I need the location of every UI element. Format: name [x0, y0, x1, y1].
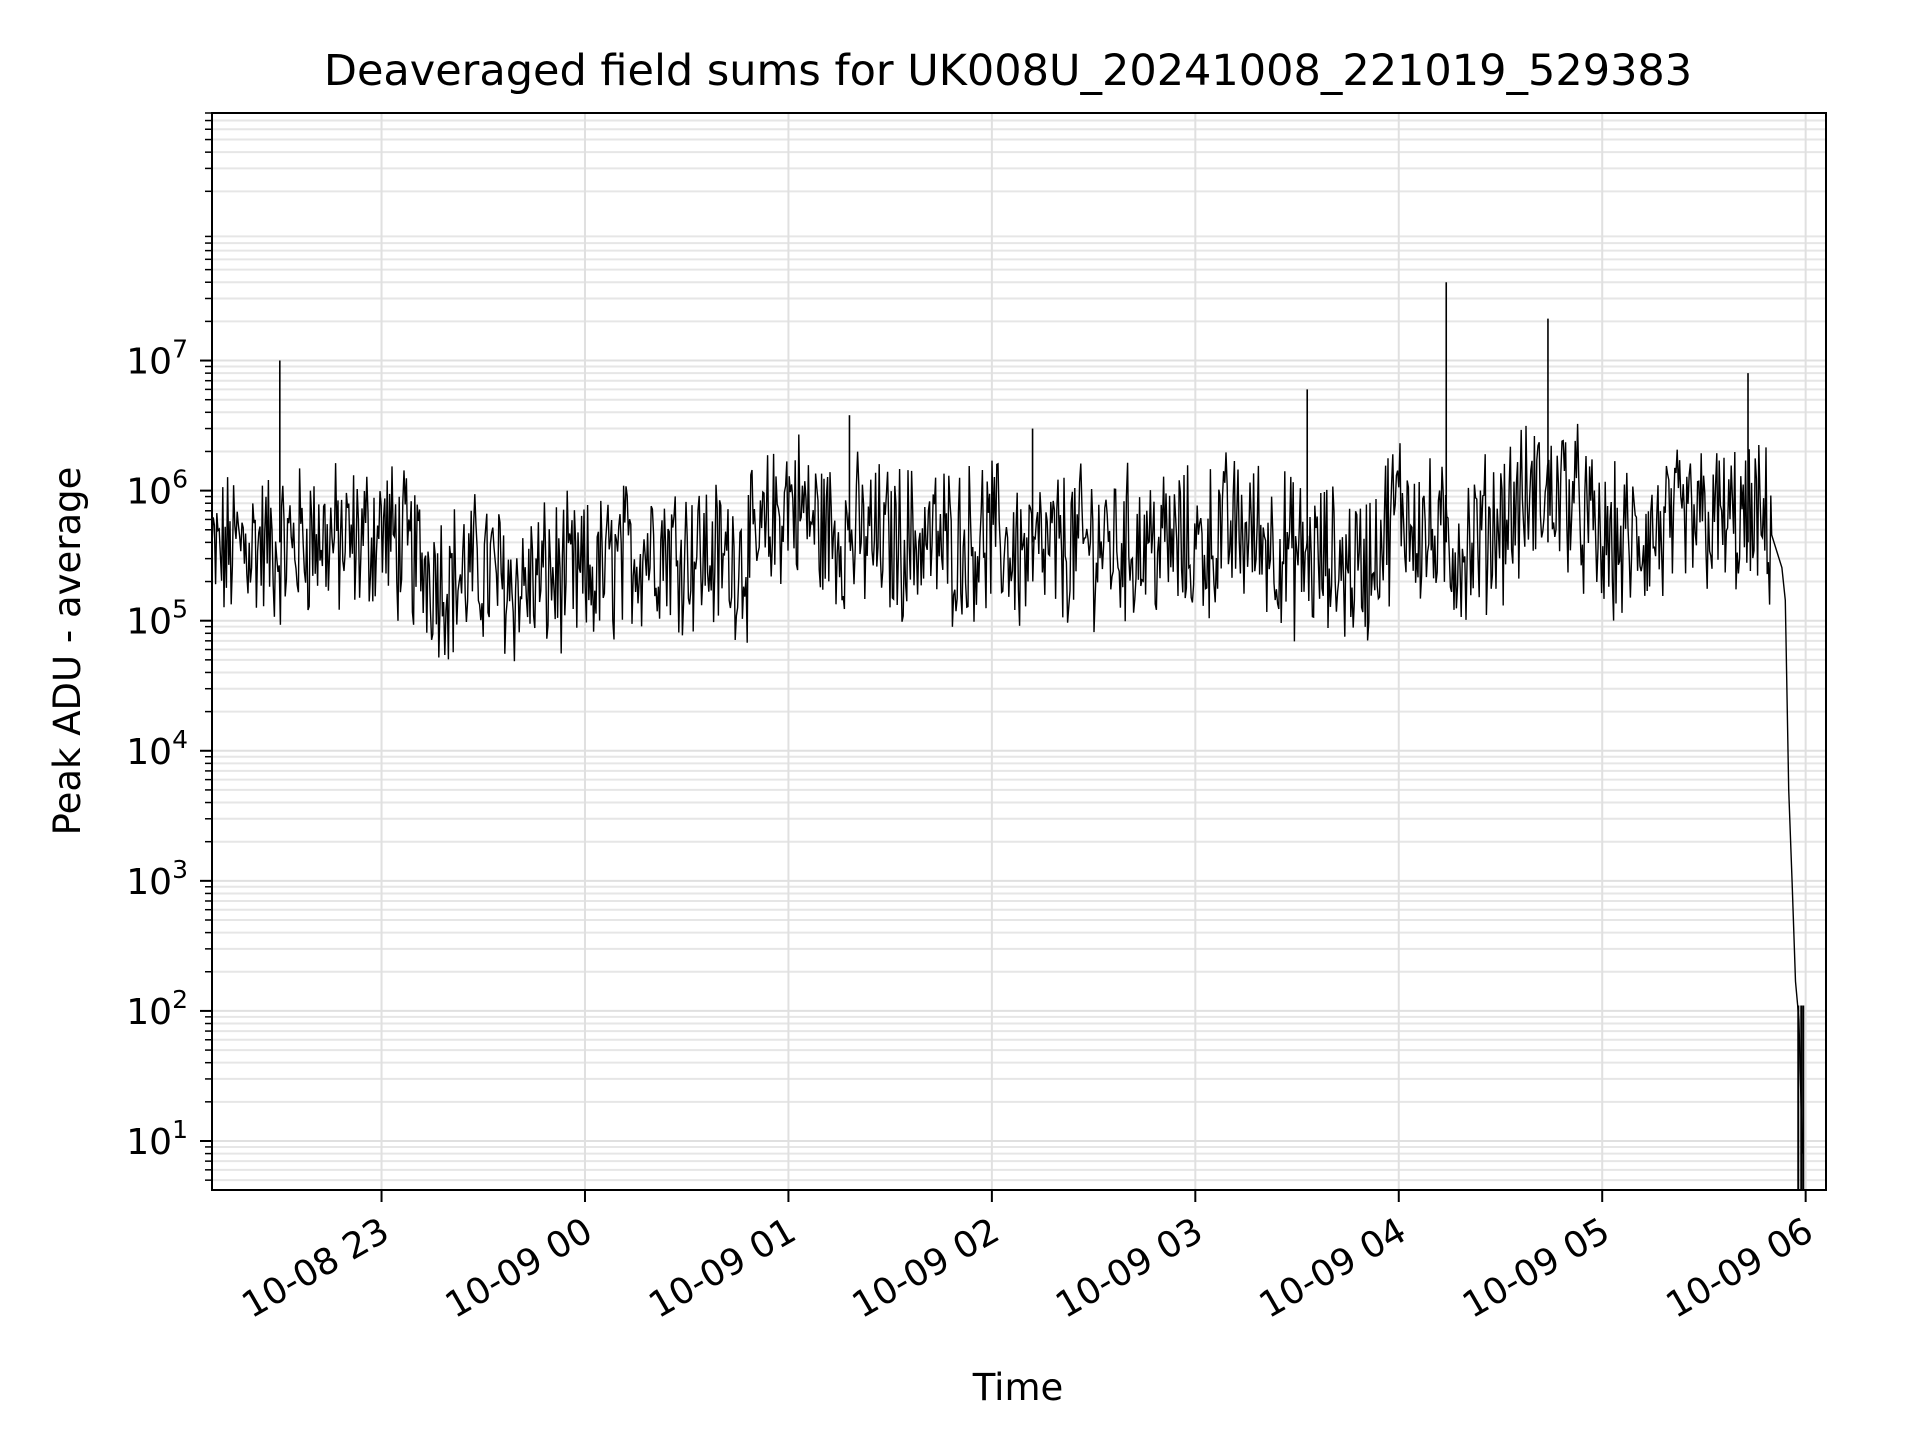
y-tick-label: 103: [126, 855, 188, 903]
y-tick-label: 104: [126, 725, 188, 773]
grid: [212, 112, 1826, 1190]
y-tick-label: 102: [126, 985, 188, 1033]
y-axis-ticks: 101 102 103 104 105 106 107: [126, 112, 212, 1181]
chart-title: Deaveraged field sums for UK008U_2024100…: [324, 46, 1692, 96]
y-tick-label: 106: [126, 465, 188, 513]
series-line: [211, 423, 1803, 1154]
x-axis-label: Time: [972, 1366, 1064, 1409]
series: [211, 282, 1805, 1190]
y-tick-label: 105: [126, 595, 188, 643]
y-axis-label: Peak ADU - average: [46, 467, 89, 836]
y-tick-label: 107: [126, 335, 188, 383]
y-tick-label: 101: [126, 1115, 188, 1163]
plot-frame: [211, 112, 1827, 1191]
